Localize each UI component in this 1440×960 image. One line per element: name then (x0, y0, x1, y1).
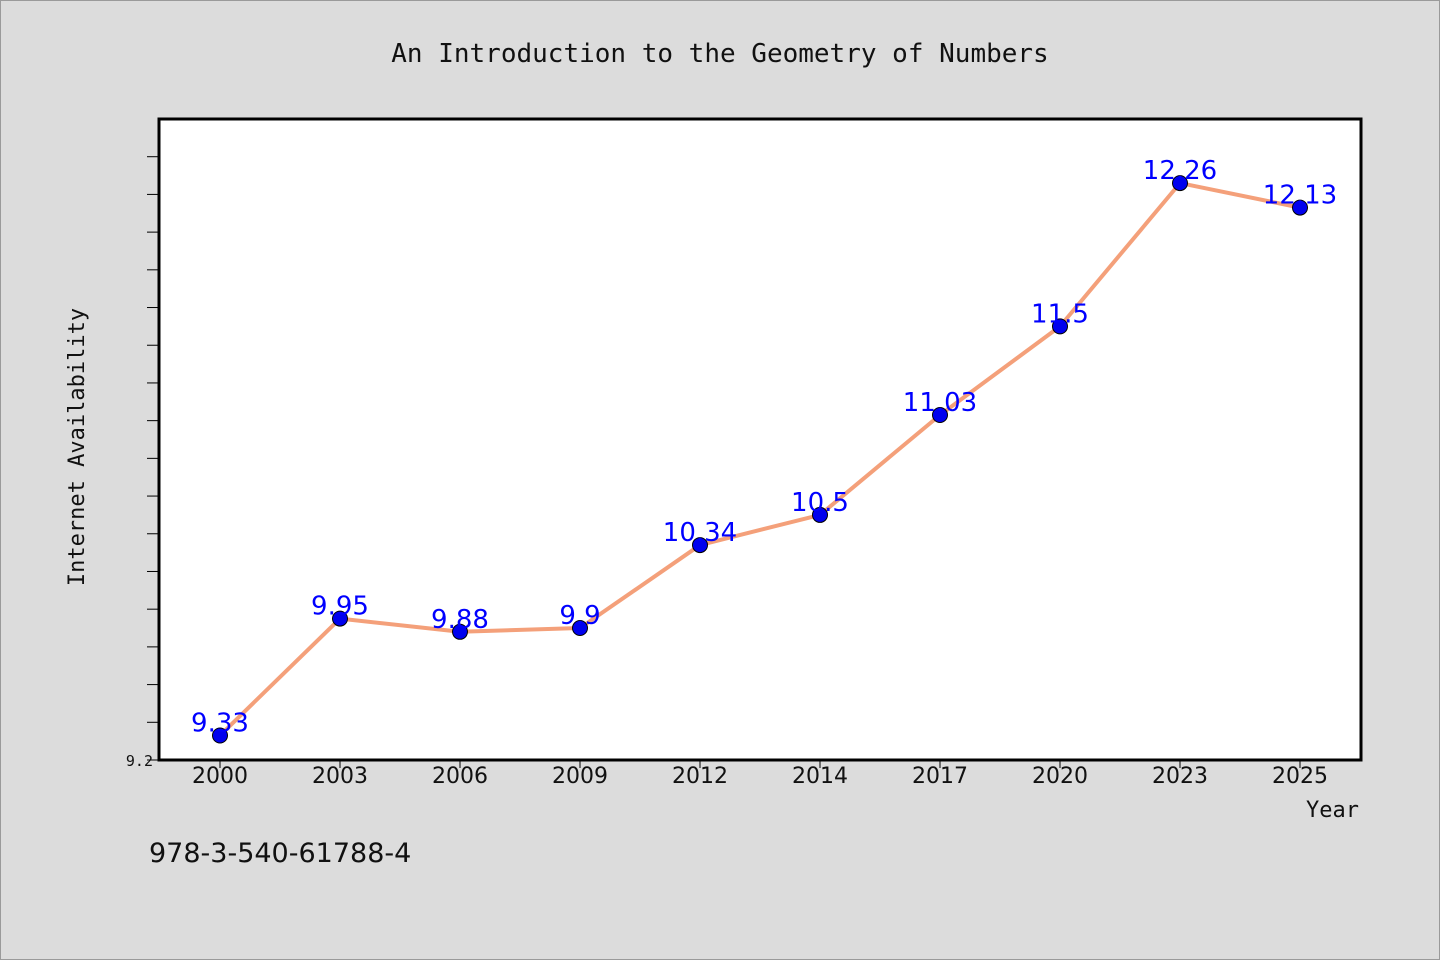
data-point (1052, 318, 1068, 335)
data-label: 9.88 (431, 605, 489, 635)
data-point (1172, 175, 1188, 192)
x-tick-label: 2025 (1272, 764, 1328, 789)
x-tick-label: 2017 (912, 764, 968, 789)
data-label: 10.34 (663, 518, 737, 548)
data-point (332, 610, 348, 627)
chart-title: An Introduction to the Geometry of Numbe… (391, 39, 1048, 69)
data-point (572, 620, 588, 637)
series-markers (212, 175, 1308, 744)
data-point (932, 406, 948, 423)
data-label: 11.03 (903, 388, 977, 418)
x-tick-label: 2000 (192, 764, 248, 789)
x-tick-label: 2006 (432, 764, 488, 789)
data-point (452, 623, 468, 640)
x-tick-label: 2020 (1032, 764, 1088, 789)
x-tick-label: 2003 (312, 764, 368, 789)
plot-area (157, 117, 1363, 762)
series-line-group (218, 181, 1302, 738)
data-label: 12.13 (1263, 181, 1337, 211)
data-label: 9.95 (311, 592, 369, 622)
data-labels: 9.33 9.95 9.88 9.9 10.34 10.5 11.03 11.5 12.26 12… (191, 156, 1337, 738)
footer-code: 978-3-540-61788-4 (149, 838, 411, 869)
data-point (812, 506, 828, 523)
y-axis-title: Internet Availability (65, 308, 90, 586)
data-label: 12.26 (1143, 156, 1217, 186)
y-axis-ticks: 9.2 (126, 156, 159, 770)
x-tick-label: 2012 (672, 764, 728, 789)
x-tick-label: 2023 (1152, 764, 1208, 789)
data-label: 9.33 (191, 708, 249, 738)
x-axis-title: Year (1306, 798, 1359, 823)
x-tick-label: 2009 (552, 764, 608, 789)
data-label: 11.5 (1031, 299, 1089, 329)
x-tick-label: 2014 (792, 764, 848, 789)
data-point (692, 537, 708, 554)
x-axis-ticks: 2000 2003 2006 2009 2012 2014 2017 2020 2023 2025 (192, 760, 1328, 789)
y-tick-label: 9.2 (126, 752, 153, 770)
data-label: 10.5 (791, 488, 849, 518)
data-label: 9.9 (559, 601, 600, 631)
data-point (212, 727, 228, 744)
series-line (218, 181, 1302, 738)
data-point (1292, 199, 1308, 216)
